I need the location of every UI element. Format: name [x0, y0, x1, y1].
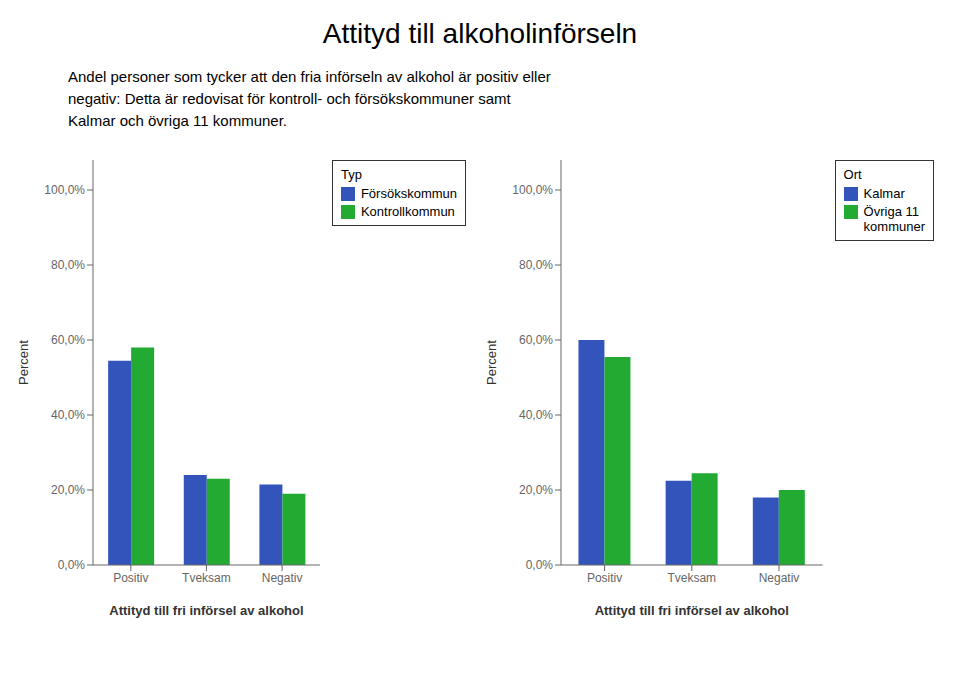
svg-text:40,0%: 40,0%	[51, 408, 85, 422]
html-text:Kalmar och övriga 11 kommuner.: Kalmar och övriga 11 kommuner.	[68, 112, 287, 129]
html-text:Ort: Ort	[843, 167, 862, 182]
html-text:Typ: Typ	[340, 167, 362, 182]
svg-text:100,0%: 100,0%	[512, 183, 553, 197]
svg-text:Negativ: Negativ	[262, 571, 303, 585]
svg-text:40,0%: 40,0%	[519, 408, 553, 422]
svg-text:Attityd till fri införsel av a: Attityd till fri införsel av alkohol	[595, 603, 789, 618]
svg-text:60,0%: 60,0%	[51, 333, 85, 347]
html-text:negativ: Detta är redovisat fö: negativ: Detta är redovisat för kontroll…	[68, 90, 511, 107]
svg-text:80,0%: 80,0%	[51, 258, 85, 272]
svg-text:Positiv: Positiv	[587, 571, 622, 585]
html-text:Kalmar: Kalmar	[863, 186, 905, 201]
svg-text:Attityd till fri införsel av a: Attityd till fri införsel av alkohol	[109, 603, 303, 618]
svg-text:Negativ: Negativ	[759, 571, 800, 585]
svg-text:100,0%: 100,0%	[44, 183, 85, 197]
html-text:Andel personer som tycker att: Andel personer som tycker att den fria i…	[68, 68, 551, 85]
svg-text:0,0%: 0,0%	[58, 558, 86, 572]
svg-text:Percent: Percent	[484, 340, 499, 385]
svg-text:60,0%: 60,0%	[519, 333, 553, 347]
html-text:Försökskommun: Försökskommun	[360, 186, 457, 201]
html-text:Övriga 11 kommuner: Övriga 11 kommuner	[863, 204, 925, 234]
svg-text:Positiv: Positiv	[113, 571, 148, 585]
svg-text:20,0%: 20,0%	[519, 483, 553, 497]
svg-text:20,0%: 20,0%	[51, 483, 85, 497]
svg-text:Tveksam: Tveksam	[667, 571, 716, 585]
svg-text:0,0%: 0,0%	[526, 558, 554, 572]
html-text:Attityd till alkoholinförseln: Attityd till alkoholinförseln	[322, 18, 638, 49]
svg-text:Tveksam: Tveksam	[182, 571, 231, 585]
html-text:Kontrollkommun: Kontrollkommun	[360, 204, 455, 219]
svg-text:80,0%: 80,0%	[519, 258, 553, 272]
svg-text:Percent: Percent	[16, 340, 31, 385]
